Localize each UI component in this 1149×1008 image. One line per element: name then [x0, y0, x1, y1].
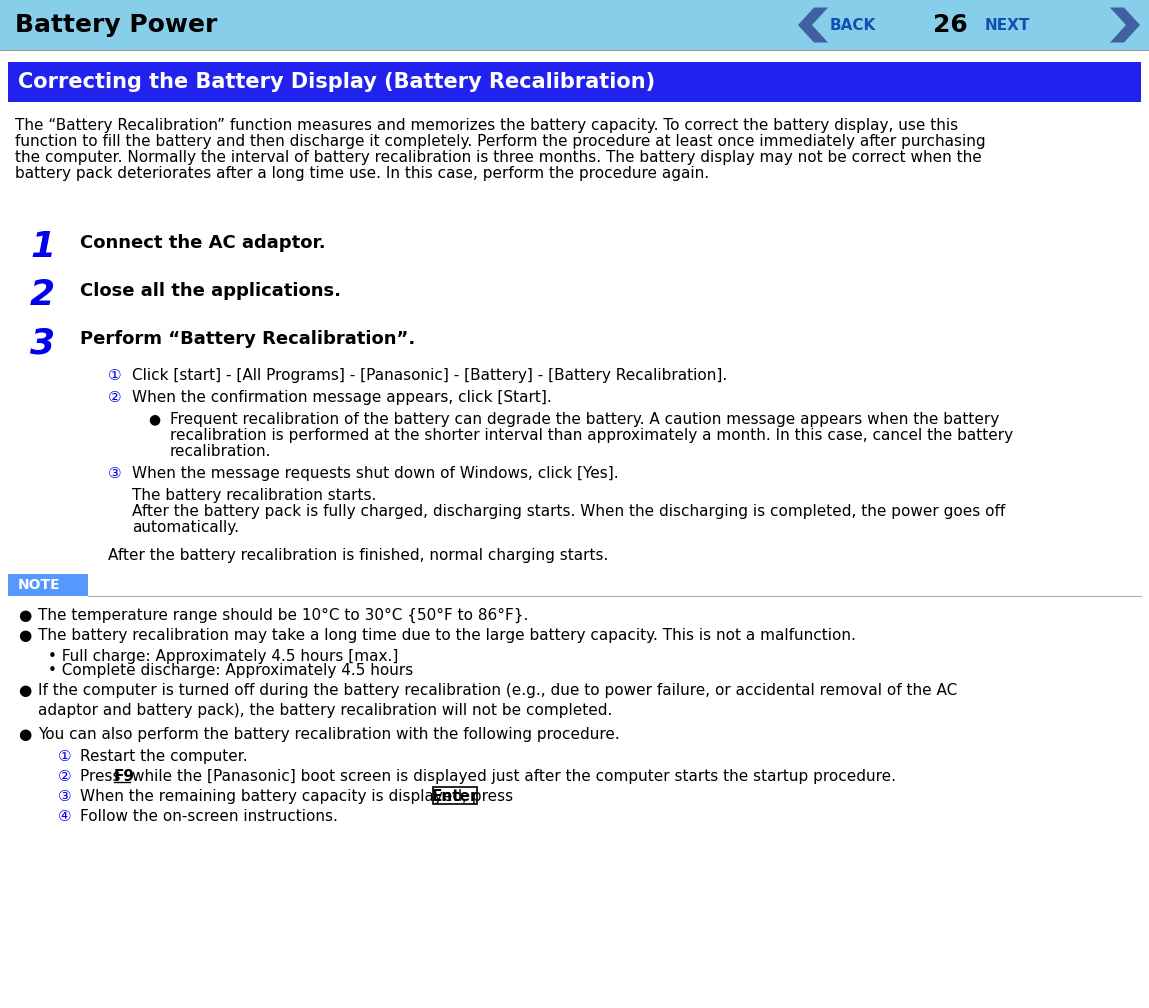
- Text: ②: ②: [57, 769, 71, 784]
- Text: Restart the computer.: Restart the computer.: [80, 749, 248, 764]
- Text: Press: Press: [80, 769, 125, 784]
- Text: Connect the AC adaptor.: Connect the AC adaptor.: [80, 234, 325, 252]
- Text: • Full charge: Approximately 4.5 hours [max.]: • Full charge: Approximately 4.5 hours […: [48, 649, 399, 664]
- Text: automatically.: automatically.: [132, 520, 239, 535]
- Text: If the computer is turned off during the battery recalibration (e.g., due to pow: If the computer is turned off during the…: [38, 683, 957, 698]
- Text: ③: ③: [57, 789, 71, 804]
- Text: ●: ●: [18, 683, 31, 698]
- Text: 2: 2: [30, 278, 55, 312]
- Text: ④: ④: [57, 809, 71, 824]
- Polygon shape: [1110, 7, 1140, 42]
- Text: Perform “Battery Recalibration”.: Perform “Battery Recalibration”.: [80, 330, 415, 348]
- Text: You can also perform the battery recalibration with the following procedure.: You can also perform the battery recalib…: [38, 727, 619, 742]
- Text: When the remaining battery capacity is displayed, press: When the remaining battery capacity is d…: [80, 789, 518, 804]
- Text: ●: ●: [18, 628, 31, 643]
- Text: The “Battery Recalibration” function measures and memorizes the battery capacity: The “Battery Recalibration” function mea…: [15, 118, 958, 133]
- Polygon shape: [799, 7, 828, 42]
- Bar: [8, 62, 1141, 102]
- Text: 1: 1: [30, 230, 55, 264]
- Text: ●: ●: [18, 727, 31, 742]
- Text: Close all the applications.: Close all the applications.: [80, 282, 341, 300]
- Text: ③: ③: [108, 466, 122, 481]
- Text: ①: ①: [108, 368, 122, 383]
- Text: After the battery pack is fully charged, discharging starts. When the dischargin: After the battery pack is fully charged,…: [132, 504, 1005, 519]
- Text: When the confirmation message appears, click [Start].: When the confirmation message appears, c…: [132, 390, 552, 405]
- Text: NOTE: NOTE: [18, 578, 61, 592]
- Text: The temperature range should be 10°C to 30°C {50°F to 86°F}.: The temperature range should be 10°C to …: [38, 608, 529, 623]
- Bar: [0, 0, 1149, 50]
- Text: recalibration is performed at the shorter interval than approximately a month. I: recalibration is performed at the shorte…: [170, 428, 1013, 443]
- Text: ●: ●: [18, 608, 31, 623]
- Text: Frequent recalibration of the battery can degrade the battery. A caution message: Frequent recalibration of the battery ca…: [170, 412, 1000, 427]
- Text: function to fill the battery and then discharge it completely. Perform the proce: function to fill the battery and then di…: [15, 134, 986, 149]
- Text: After the battery recalibration is finished, normal charging starts.: After the battery recalibration is finis…: [108, 548, 608, 563]
- Text: while the [Panasonic] boot screen is displayed just after the computer starts th: while the [Panasonic] boot screen is dis…: [132, 769, 896, 784]
- Text: battery pack deteriorates after a long time use. In this case, perform the proce: battery pack deteriorates after a long t…: [15, 166, 709, 181]
- Text: Click [start] - [All Programs] - [Panasonic] - [Battery] - [Battery Recalibratio: Click [start] - [All Programs] - [Panaso…: [132, 368, 727, 383]
- Text: When the message requests shut down of Windows, click [Yes].: When the message requests shut down of W…: [132, 466, 618, 481]
- Bar: [8, 574, 88, 596]
- Text: Correcting the Battery Display (Battery Recalibration): Correcting the Battery Display (Battery …: [18, 72, 655, 92]
- Text: ①: ①: [57, 749, 71, 764]
- Text: ●: ●: [148, 412, 160, 426]
- Text: 3: 3: [30, 326, 55, 360]
- Text: adaptor and battery pack), the battery recalibration will not be completed.: adaptor and battery pack), the battery r…: [38, 703, 612, 718]
- Text: BACK: BACK: [830, 17, 877, 32]
- Text: Battery Power: Battery Power: [15, 13, 217, 37]
- Text: Follow the on-screen instructions.: Follow the on-screen instructions.: [80, 809, 338, 824]
- Text: ②: ②: [108, 390, 122, 405]
- Text: • Complete discharge: Approximately 4.5 hours: • Complete discharge: Approximately 4.5 …: [48, 663, 414, 678]
- Text: recalibration.: recalibration.: [170, 444, 271, 459]
- Text: The battery recalibration starts.: The battery recalibration starts.: [132, 488, 377, 503]
- Text: F9: F9: [114, 769, 134, 784]
- Text: Enter: Enter: [432, 789, 478, 804]
- Text: 26: 26: [933, 13, 967, 37]
- Text: the computer. Normally the interval of battery recalibration is three months. Th: the computer. Normally the interval of b…: [15, 150, 981, 165]
- Text: The battery recalibration may take a long time due to the large battery capacity: The battery recalibration may take a lon…: [38, 628, 856, 643]
- Text: NEXT: NEXT: [985, 17, 1031, 32]
